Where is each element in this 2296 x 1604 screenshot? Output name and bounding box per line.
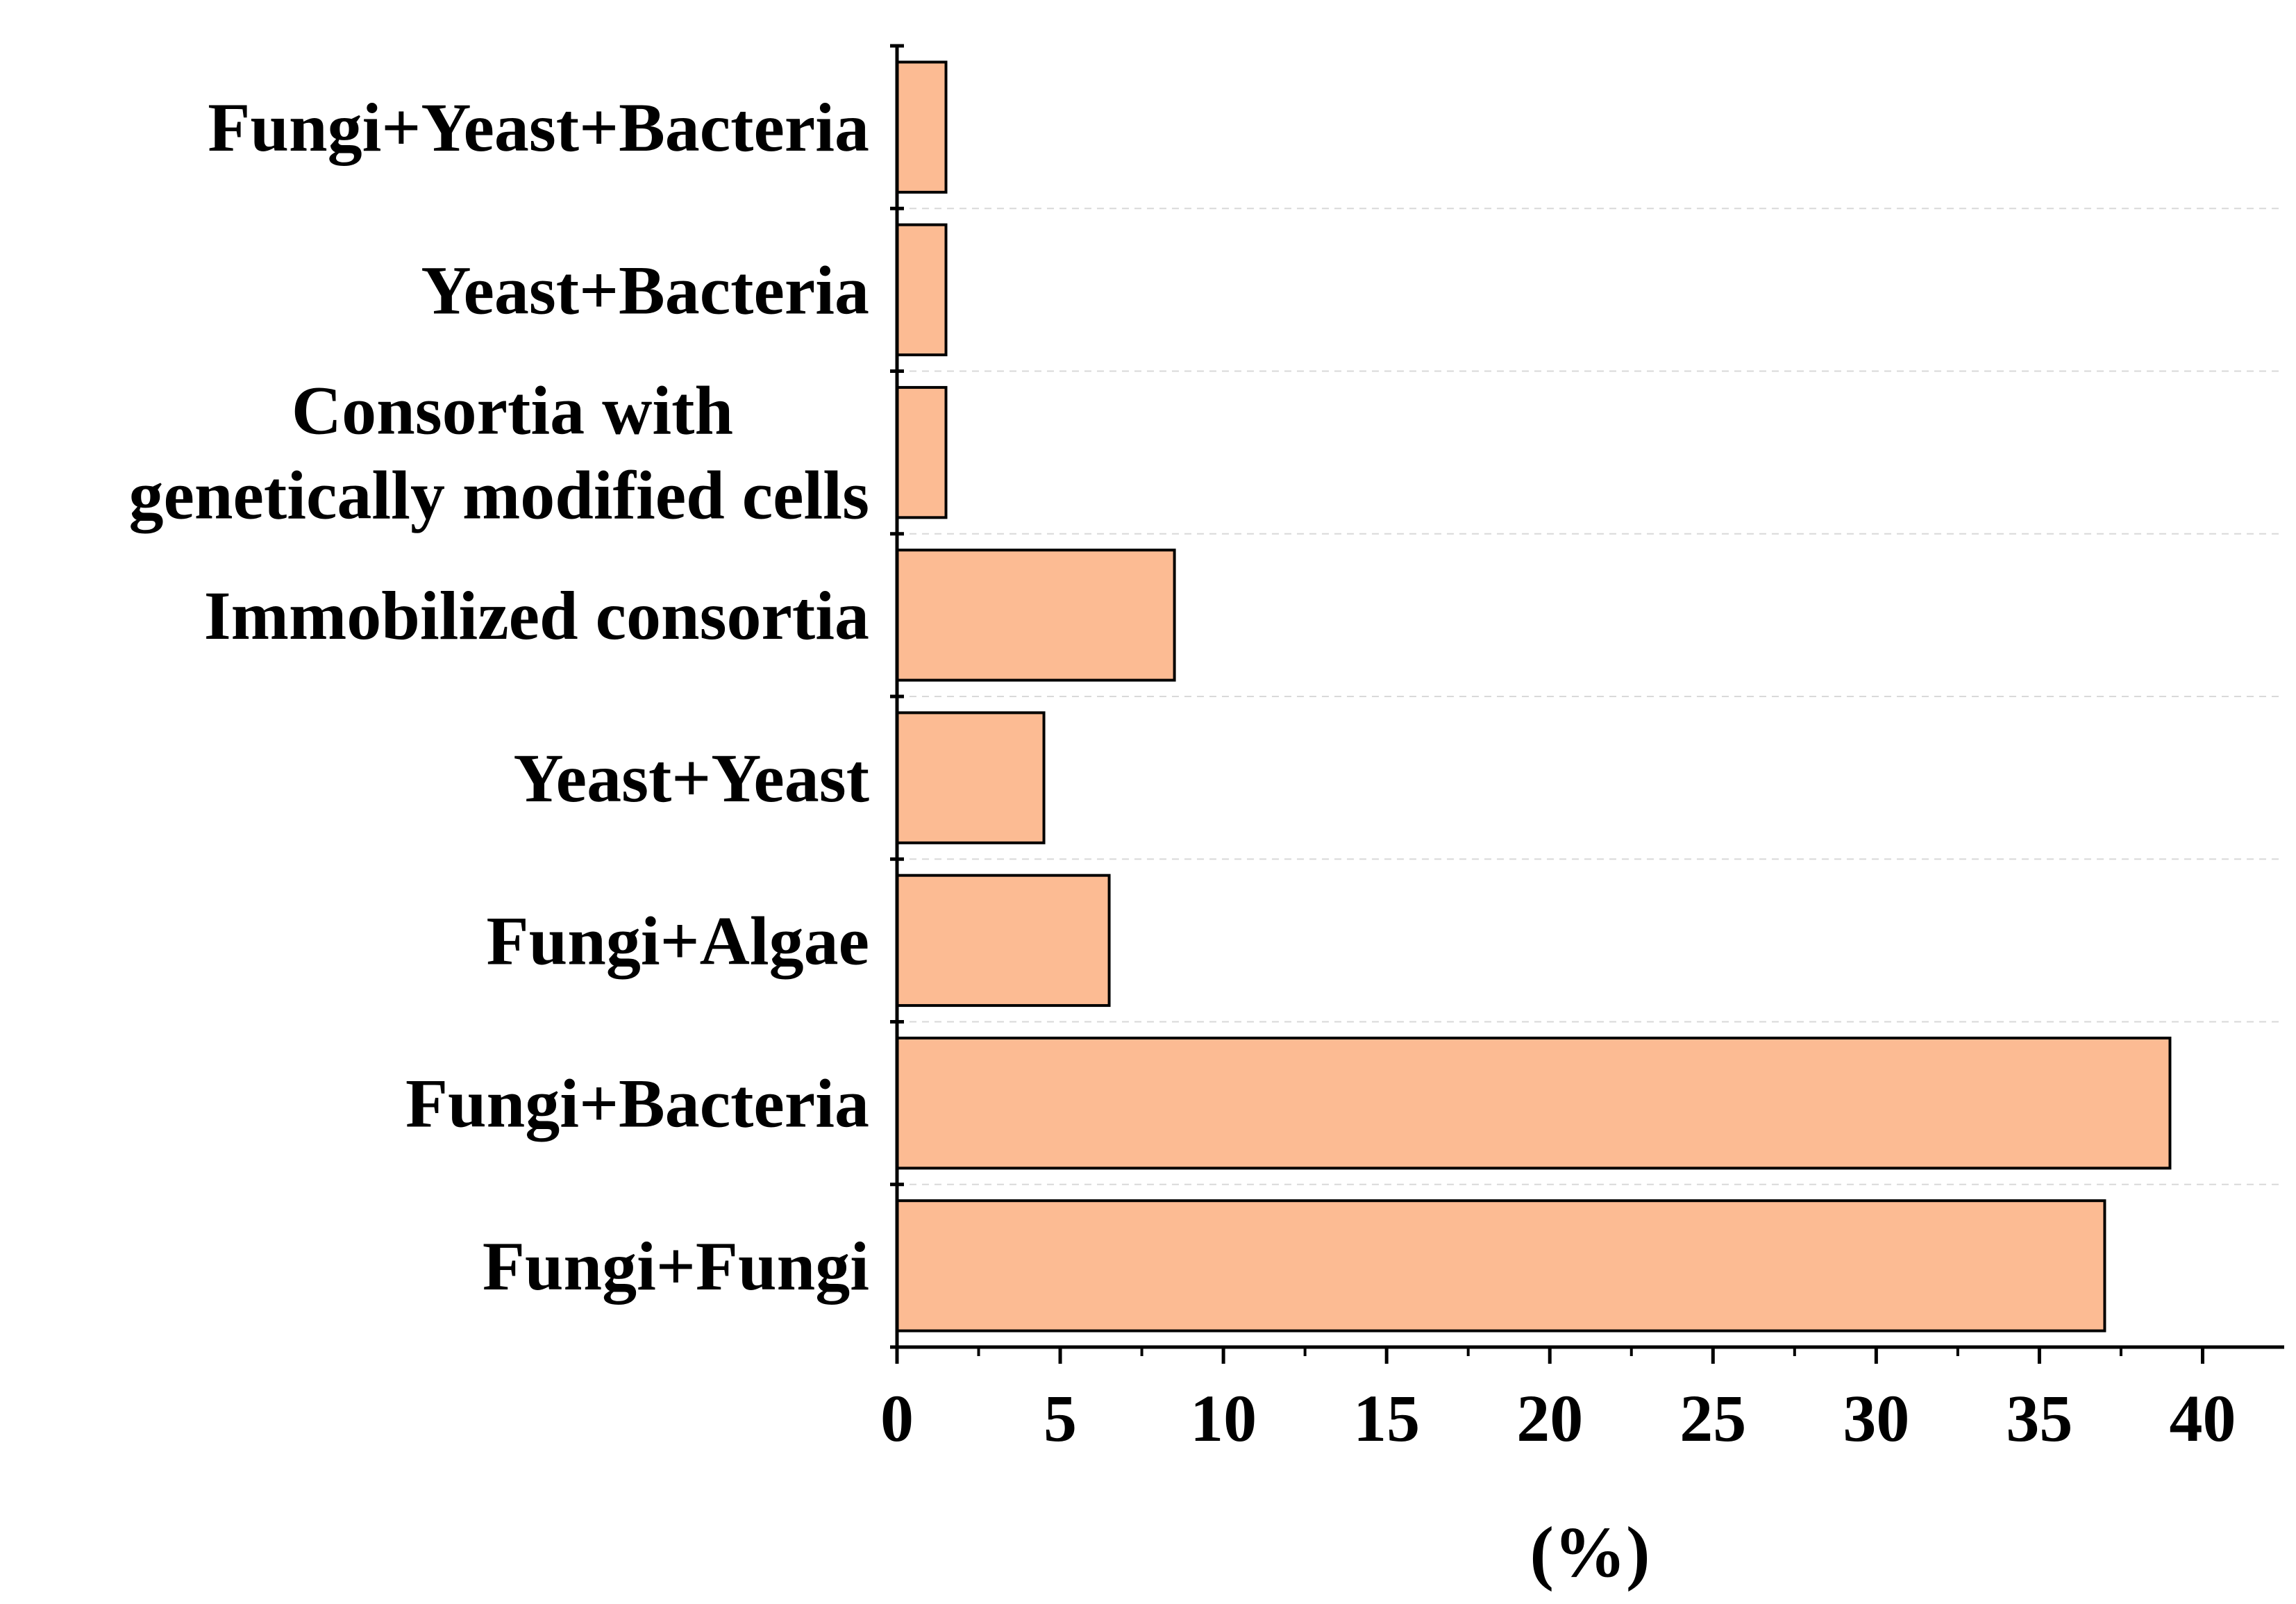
category-label: Fungi+Algae [487, 902, 869, 979]
category-label: Yeast+Yeast [514, 740, 869, 817]
category-label: Yeast+Bacteria [421, 251, 869, 328]
x-tick-label: 5 [1044, 1381, 1077, 1455]
x-axis-title: (%) [1530, 1512, 1650, 1592]
bar [896, 60, 948, 194]
category-label: Fungi+Fungi [483, 1228, 869, 1305]
category-label: Fungi+Yeast+Bacteria [208, 89, 869, 166]
category-label: Immobilized consortia [204, 577, 869, 654]
category-label: Fungi+Bacteria [405, 1065, 869, 1142]
category-label: Consortia with genetically modified cells [129, 372, 869, 534]
grid-lines [897, 208, 2284, 1185]
x-tick-label: 20 [1516, 1381, 1583, 1455]
category-label-line: Consortia with [292, 372, 733, 449]
x-tick-label: 40 [2169, 1381, 2236, 1455]
x-tick-label: 15 [1353, 1381, 1420, 1455]
bars [896, 60, 2172, 1333]
bar [896, 711, 1046, 844]
x-tick-label: 25 [1679, 1381, 1746, 1455]
x-tick-label: 30 [1843, 1381, 1909, 1455]
x-tick-label: 35 [2006, 1381, 2072, 1455]
bar [896, 1036, 2172, 1170]
x-tick-label: 10 [1190, 1381, 1257, 1455]
axes [890, 44, 2284, 1364]
x-tick-labels: 0 5 10 15 20 25 30 35 40 [880, 1381, 2236, 1455]
category-labels: Fungi+Yeast+Bacteria Yeast+Bacteria Consor… [129, 89, 869, 1305]
bar [896, 874, 1111, 1008]
category-label-line: genetically modified cells [129, 457, 869, 534]
bar [896, 1199, 2106, 1333]
bar [896, 223, 948, 357]
bar [896, 385, 948, 519]
x-tick-label: 0 [880, 1381, 914, 1455]
bar [896, 549, 1176, 682]
